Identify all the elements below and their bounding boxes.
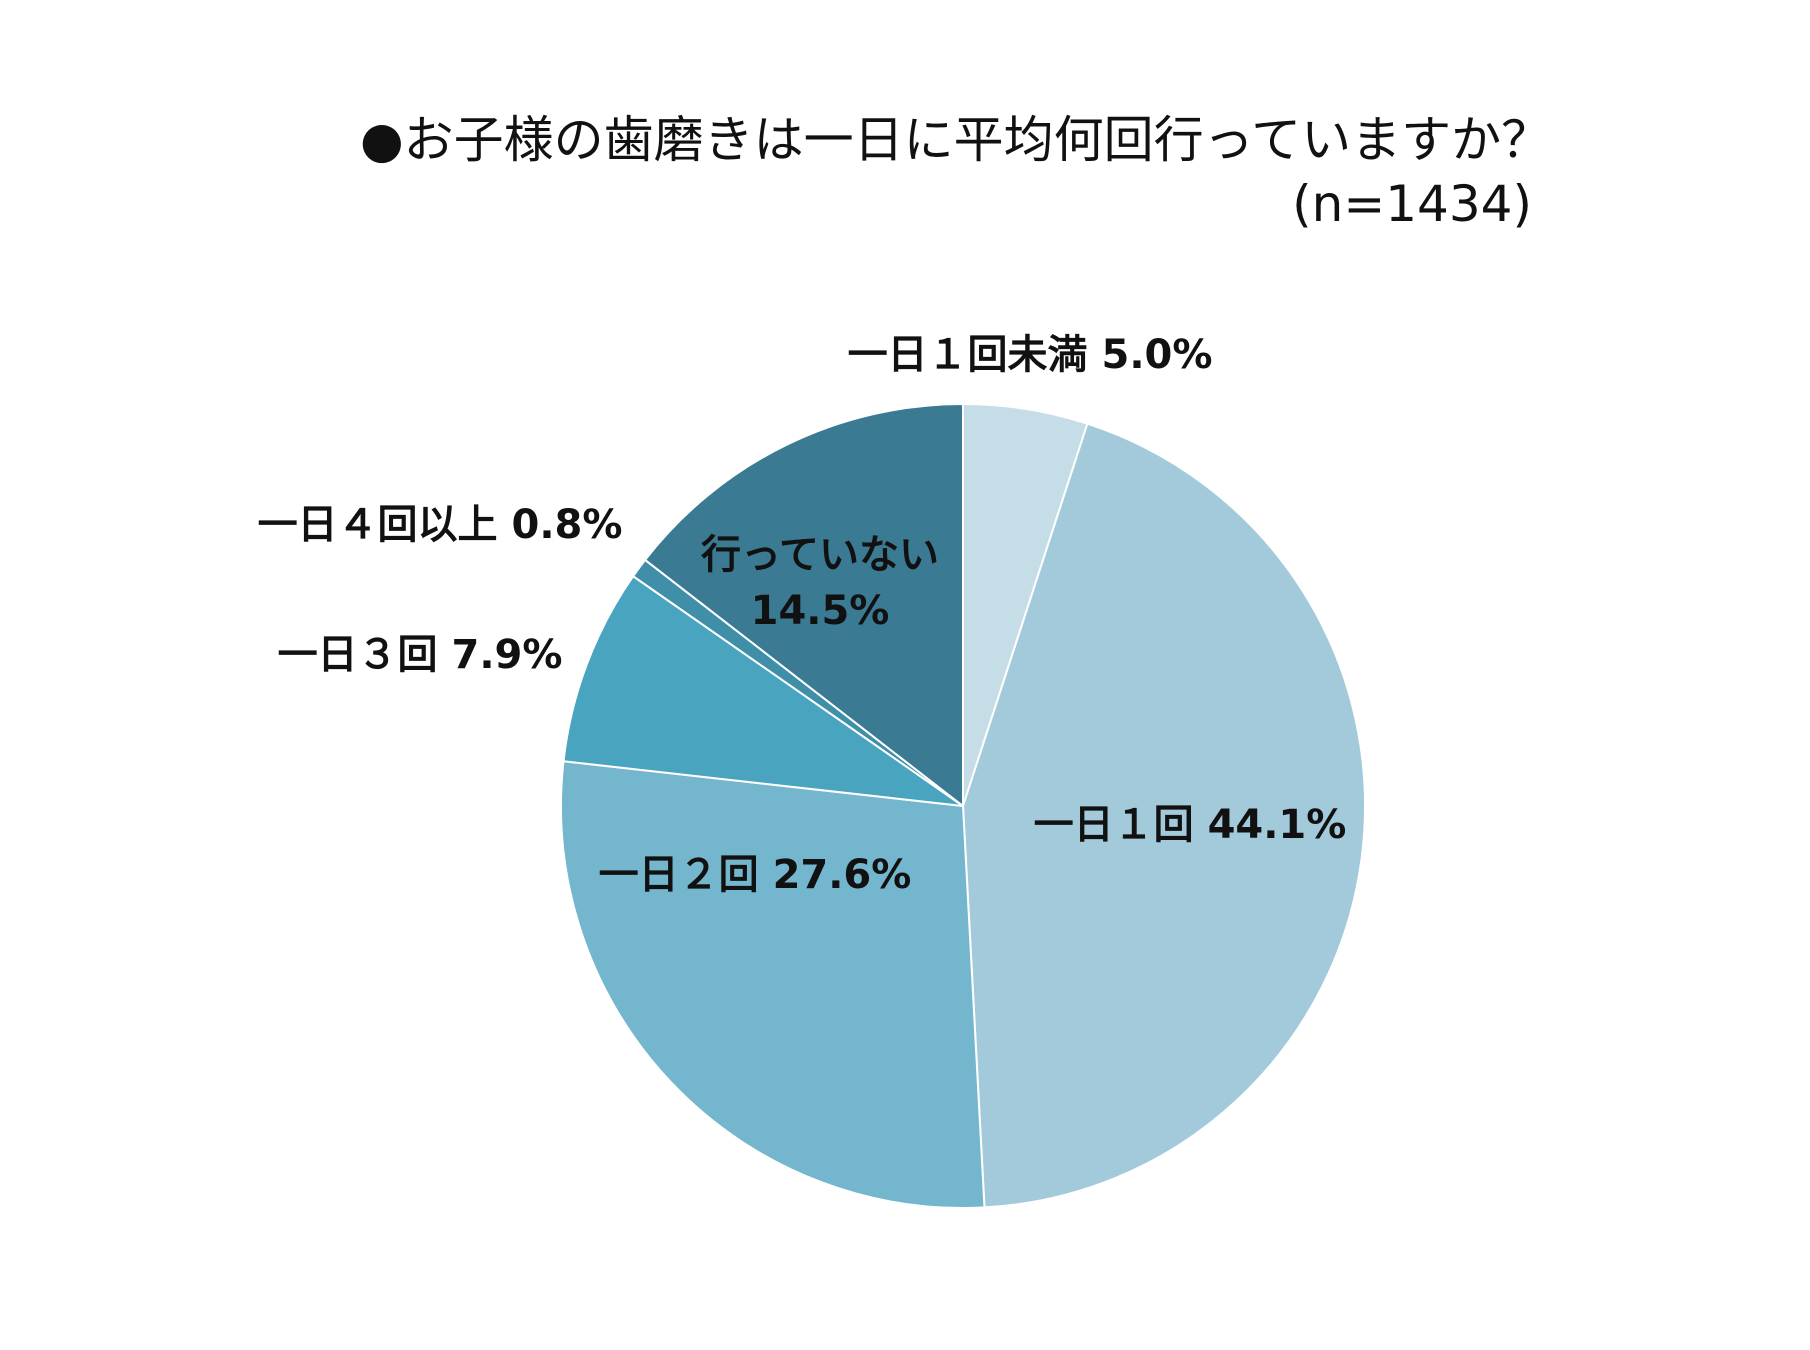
pie-labels: 一日１回未満 5.0% 一日１回 44.1% 一日２回 27.6% 一日３回 7.9%…: [258, 332, 1347, 898]
pie-slice-1: [961, 422, 1366, 1209]
chart-subtitle: (n=1434): [1292, 175, 1532, 233]
slice-label-2: 一日２回 27.6%: [599, 852, 912, 898]
slice-label-4: 一日４回以上 0.8%: [258, 502, 623, 548]
slice-label-1: 一日１回 44.1%: [1034, 802, 1347, 848]
pie-slice-5: [643, 402, 964, 809]
chart-title-block: ●お子様の歯磨きは一日に平均何回行っていますか？ (n=1434): [360, 108, 1552, 236]
pie-slice-3: [562, 574, 964, 807]
pie-slice-2: [560, 760, 986, 1209]
slice-label-5: 行っていない 14.5%: [701, 532, 939, 634]
pie-slices: [560, 402, 1366, 1209]
slice-label-0: 一日１回未満 5.0%: [848, 332, 1213, 378]
slice-label-3: 一日３回 7.9%: [278, 632, 563, 678]
chart-title: ●お子様の歯磨きは一日に平均何回行っていますか？: [360, 111, 1552, 169]
